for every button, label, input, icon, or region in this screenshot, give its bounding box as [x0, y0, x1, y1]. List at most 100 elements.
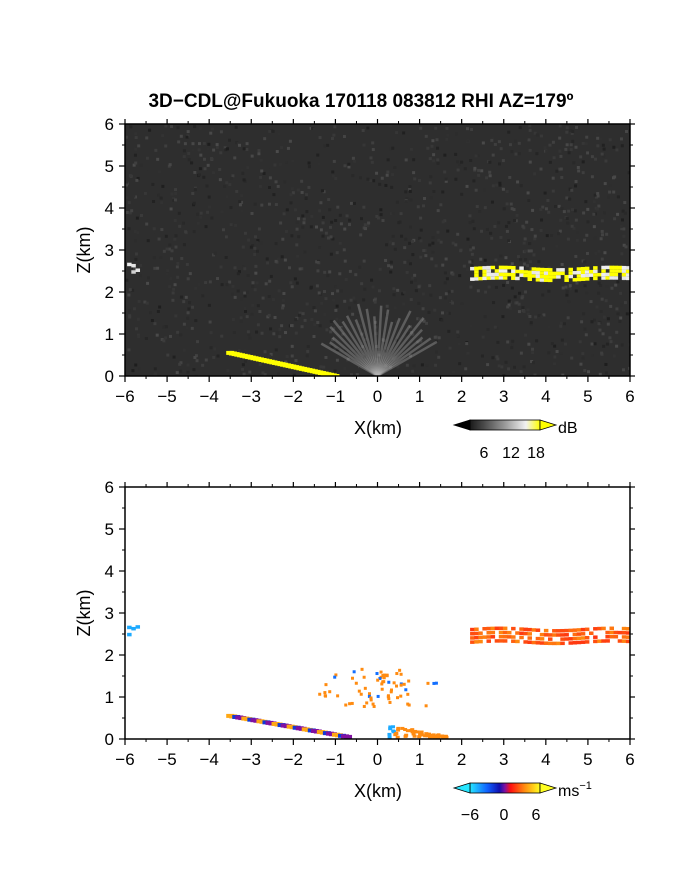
noise-speckle	[522, 241, 526, 245]
noise-speckle	[531, 347, 535, 351]
elevated-layer-cell	[527, 632, 532, 636]
near-surface-flow-cell	[387, 732, 392, 736]
noise-speckle	[365, 365, 369, 369]
noise-speckle	[133, 153, 137, 157]
noise-speckle	[348, 223, 352, 227]
noise-speckle	[274, 242, 278, 246]
noise-speckle	[170, 125, 174, 129]
noise-speckle	[600, 297, 604, 301]
near-surface-flow-cell	[405, 729, 410, 733]
noise-speckle	[601, 143, 605, 147]
noise-speckle	[349, 373, 353, 376]
noise-speckle	[586, 151, 590, 155]
noise-speckle	[231, 318, 235, 322]
elevated-layer-cell	[609, 626, 614, 631]
noise-speckle	[338, 272, 342, 276]
noise-speckle	[375, 357, 379, 361]
noise-speckle	[599, 262, 603, 266]
noise-speckle	[586, 207, 590, 211]
elevated-layer-cell	[531, 270, 537, 275]
noise-speckle	[409, 298, 413, 302]
noise-speckle	[585, 233, 589, 237]
elevated-layer-cell	[568, 271, 573, 275]
noise-speckle	[255, 241, 259, 245]
noise-speckle	[574, 218, 578, 222]
noise-speckle	[134, 136, 138, 140]
elevated-layer-cell	[482, 626, 487, 631]
noise-speckle	[185, 262, 189, 266]
noise-speckle	[307, 161, 311, 165]
noise-speckle	[241, 265, 245, 269]
near-surface-flow-cell	[403, 728, 408, 732]
elevated-layer-cell	[535, 278, 541, 282]
noise-speckle	[281, 298, 285, 302]
elevated-layer-cell	[543, 274, 549, 279]
noise-speckle	[364, 227, 368, 231]
noise-speckle	[622, 243, 626, 247]
noise-speckle	[277, 132, 281, 136]
elevated-layer-cell	[490, 265, 496, 270]
noise-speckle	[224, 148, 228, 152]
velocity-colorbar-unit-base: ms	[558, 783, 579, 800]
noise-speckle	[527, 249, 531, 253]
noise-speckle	[301, 225, 305, 229]
noise-speckle	[596, 144, 600, 148]
noise-speckle	[278, 328, 282, 332]
elevated-layer-cell	[564, 278, 569, 282]
noise-speckle	[176, 275, 180, 279]
elevated-layer-cell	[474, 635, 479, 640]
noise-speckle	[495, 326, 499, 330]
noise-speckle	[366, 224, 370, 228]
noise-speckle	[604, 159, 608, 163]
y-tick-label: 5	[105, 157, 114, 176]
velocity-colorbar-tick: 6	[532, 807, 541, 824]
noise-speckle	[394, 320, 398, 324]
noise-speckle	[174, 234, 178, 238]
noise-speckle	[441, 263, 445, 267]
noise-speckle	[575, 125, 579, 129]
noise-speckle	[379, 213, 383, 217]
x-tick-label: 1	[415, 387, 424, 406]
noise-speckle	[314, 225, 318, 229]
noise-speckle	[597, 291, 601, 295]
scattered-echoes-cell	[399, 672, 403, 676]
noise-speckle	[309, 225, 313, 229]
noise-speckle	[351, 312, 355, 316]
noise-speckle	[417, 179, 421, 183]
noise-speckle	[186, 363, 190, 367]
noise-speckle	[590, 155, 594, 159]
noise-speckle	[282, 292, 286, 296]
velocity-plot-area	[125, 487, 630, 739]
noise-speckle	[338, 213, 342, 217]
noise-speckle	[483, 188, 487, 192]
noise-speckle	[419, 239, 423, 243]
elevated-layer-cell	[531, 640, 537, 645]
noise-speckle	[179, 361, 183, 365]
noise-speckle	[507, 367, 511, 371]
noise-speckle	[129, 125, 133, 129]
elevated-layer-cell	[482, 266, 487, 270]
noise-speckle	[391, 146, 395, 150]
noise-speckle	[413, 278, 417, 282]
noise-speckle	[519, 258, 523, 262]
intensity-ylabel: Z(km)	[74, 227, 94, 274]
noise-speckle	[325, 328, 329, 332]
near-surface-flow-cell	[435, 735, 440, 739]
noise-speckle	[545, 234, 549, 238]
noise-speckle	[132, 194, 136, 198]
noise-speckle	[132, 307, 136, 311]
noise-speckle	[547, 210, 551, 214]
noise-speckle	[384, 349, 388, 353]
noise-speckle	[209, 331, 213, 335]
noise-speckle	[332, 159, 336, 163]
noise-speckle	[342, 135, 346, 139]
noise-speckle	[213, 347, 217, 351]
noise-speckle	[161, 184, 165, 188]
elevated-layer-cell	[613, 276, 619, 280]
noise-speckle	[134, 252, 138, 256]
noise-speckle	[440, 311, 444, 315]
noise-speckle	[263, 350, 267, 354]
noise-speckle	[386, 170, 390, 174]
noise-speckle	[242, 178, 246, 182]
elevated-layer-cell	[527, 270, 532, 275]
